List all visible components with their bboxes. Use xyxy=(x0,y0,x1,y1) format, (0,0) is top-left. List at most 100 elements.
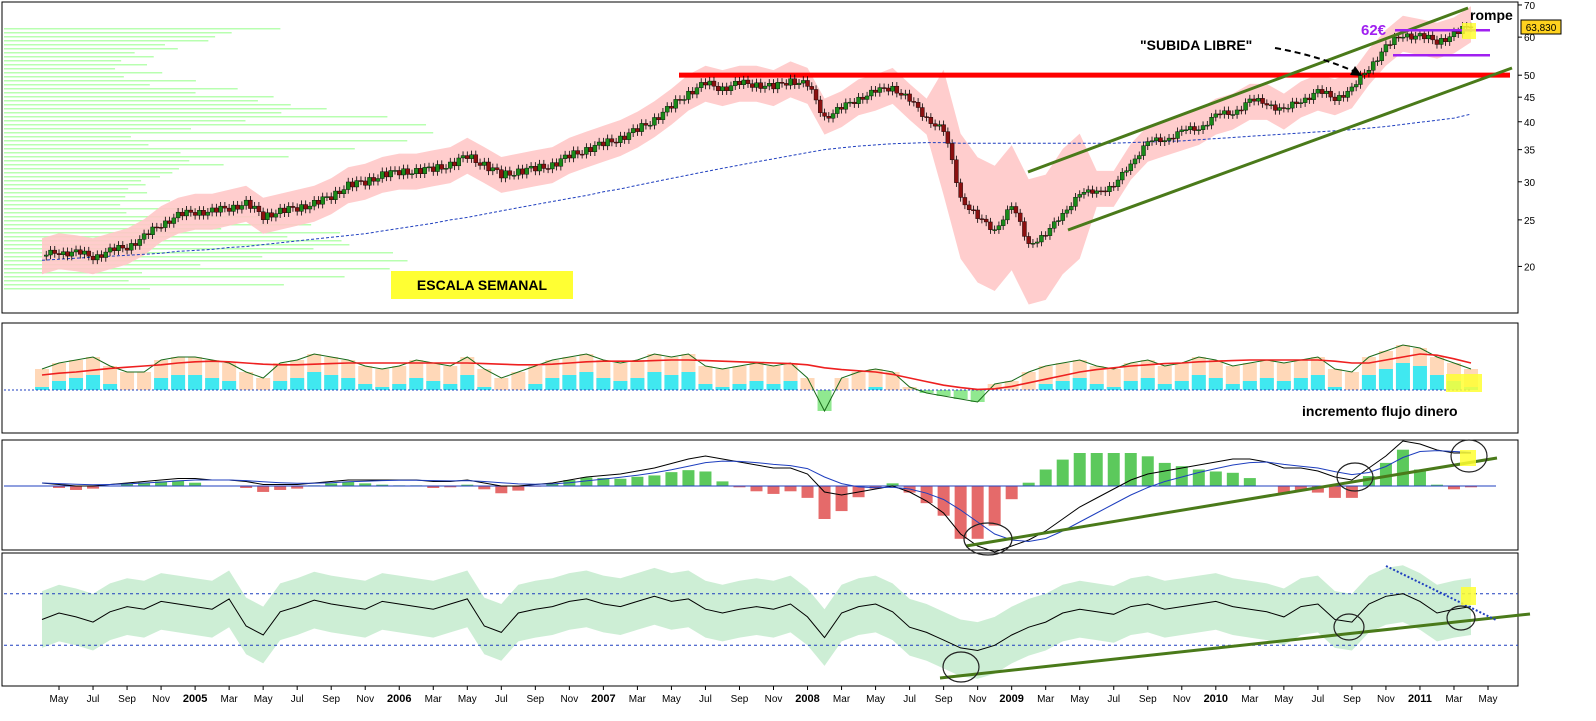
candle-body xyxy=(864,95,870,100)
candle-body xyxy=(775,82,780,90)
candle-body xyxy=(613,141,619,144)
candle-body xyxy=(520,168,525,175)
candle-body xyxy=(754,82,759,88)
price-tag-box xyxy=(1520,19,1562,35)
candle-body xyxy=(116,245,121,251)
money-flow-cyan-bar xyxy=(1038,384,1053,390)
x-tick-label: Nov xyxy=(356,694,374,705)
candle-body xyxy=(482,161,487,166)
scale-label: ESCALA SEMANAL xyxy=(391,271,573,299)
macd-line xyxy=(41,440,1471,553)
volume-profile-bar xyxy=(4,188,129,190)
candle-body xyxy=(1086,189,1091,193)
x-tick-label: Nov xyxy=(969,694,987,705)
y-tick-label: 30 xyxy=(1524,178,1536,189)
candle-body xyxy=(316,200,321,205)
candle-body xyxy=(771,83,776,90)
macd-histogram-bar xyxy=(1328,486,1341,498)
money-flow-cyan-bar xyxy=(35,387,49,390)
candle-body xyxy=(537,163,542,172)
candle-body xyxy=(473,154,478,163)
candle-body xyxy=(333,190,338,200)
candle-body xyxy=(1043,235,1048,237)
candle-body xyxy=(983,218,989,223)
candle-body xyxy=(384,171,389,178)
x-axis: May Jul Sep Nov 2005 Mar May Jul Sep Nov 2006 Mar Ma… xyxy=(50,686,1497,705)
candle-body xyxy=(380,171,385,179)
money-flow-cyan-bar xyxy=(341,378,356,390)
rsi-low-circle xyxy=(942,651,980,683)
candle-body xyxy=(95,254,100,261)
x-tick-label: Sep xyxy=(935,694,953,705)
candle-body xyxy=(988,221,993,230)
y-tick-label: 60 xyxy=(1524,33,1536,44)
candle-body xyxy=(1205,124,1210,127)
candle-body xyxy=(928,117,934,124)
candle-body xyxy=(1166,137,1172,141)
candle-body xyxy=(541,163,547,169)
candle-body xyxy=(112,247,117,251)
x-tick-label: Nov xyxy=(765,694,783,705)
macd-histogram-bar xyxy=(750,486,763,492)
volume-profile-bar xyxy=(4,140,408,142)
macd-signal-line xyxy=(41,450,1472,543)
x-tick-label: Nov xyxy=(1173,694,1191,705)
money-flow-bar xyxy=(1327,369,1342,390)
candle-body xyxy=(1064,209,1070,214)
macd-histogram-bar xyxy=(1430,484,1443,486)
money-flow-cyan-bar xyxy=(579,372,594,390)
macd-histogram-bar xyxy=(1294,486,1307,490)
candle-body xyxy=(898,92,904,96)
x-tick-label: Sep xyxy=(1343,694,1361,705)
candle-body xyxy=(1192,126,1197,131)
money-flow-cyan-bar xyxy=(205,378,220,390)
candle-body xyxy=(703,82,708,86)
macd-histogram-bar xyxy=(971,486,984,539)
volume-profile-bar xyxy=(4,48,178,50)
candle-body xyxy=(86,250,91,257)
candle-body xyxy=(1413,35,1418,40)
macd-histogram-bar xyxy=(1464,486,1477,488)
money-flow-cyan-bar xyxy=(1395,363,1410,390)
candle-body xyxy=(907,93,912,102)
volume-profile-bar xyxy=(4,228,222,230)
rsi-plot xyxy=(4,565,1531,680)
x-tick-label: Sep xyxy=(322,694,340,705)
volume-profile-bar xyxy=(4,112,282,114)
candle-body xyxy=(341,189,347,194)
candle-body xyxy=(1047,228,1053,236)
money-flow-bar xyxy=(800,378,815,390)
volume-profile-bar xyxy=(4,240,342,242)
candle-body xyxy=(1073,196,1078,207)
money-flow-highlight xyxy=(1446,374,1482,392)
candle-body xyxy=(303,204,308,210)
x-tick-label: Jul xyxy=(291,694,304,705)
money-flow-cyan-bar xyxy=(460,375,475,390)
money-flow-cyan-bar xyxy=(1378,369,1393,390)
candle-body xyxy=(1387,44,1393,46)
macd-histogram-bar xyxy=(631,476,644,486)
money-flow-cyan-bar xyxy=(1293,378,1308,390)
volume-profile-bar xyxy=(4,272,143,274)
candle-body xyxy=(1315,89,1321,94)
candle-body xyxy=(1069,206,1074,211)
candle-body xyxy=(1034,241,1040,244)
volume-profile-bar xyxy=(4,184,146,186)
candle-body xyxy=(869,89,874,97)
candle-body xyxy=(375,178,381,182)
candle-body xyxy=(1324,90,1329,94)
candle-body xyxy=(269,212,274,218)
volume-profile-bar xyxy=(4,68,116,70)
candle-body xyxy=(103,251,108,258)
candle-body xyxy=(346,181,351,190)
moving-average-line xyxy=(41,113,1472,261)
candle-body xyxy=(1200,125,1206,130)
macd-histogram-bar xyxy=(682,470,695,486)
x-tick-label: May xyxy=(50,694,69,705)
candle-body xyxy=(830,113,836,119)
macd-histogram-bar xyxy=(818,486,831,519)
candle-body xyxy=(1243,102,1248,111)
candle-body xyxy=(61,251,66,255)
candle-body xyxy=(154,226,160,229)
